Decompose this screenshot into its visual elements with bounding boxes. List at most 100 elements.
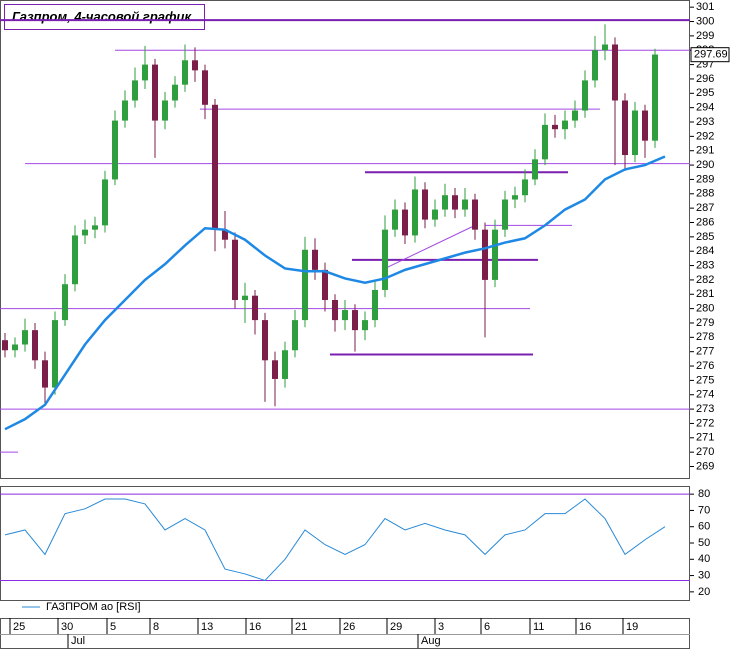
- candle-body: [612, 44, 618, 101]
- candle-body: [572, 110, 578, 121]
- candle-body: [382, 229, 388, 290]
- y-tick-label: 288: [696, 188, 714, 200]
- candle-body: [202, 70, 208, 105]
- y-tick-label: 296: [696, 73, 714, 85]
- candle-body: [622, 100, 628, 156]
- x-tick-label: 30: [61, 621, 73, 633]
- candle-body: [142, 64, 148, 81]
- y-tick-label: 50: [698, 537, 710, 549]
- rsi-panel: [0, 486, 690, 601]
- candle-body: [402, 209, 408, 236]
- x-tick-label: 6: [484, 621, 490, 633]
- candle-body: [412, 189, 418, 236]
- candle-body: [312, 249, 318, 270]
- y-tick-label: 274: [696, 389, 714, 401]
- x-tick-label: 26: [343, 621, 355, 633]
- candle-body: [272, 360, 278, 379]
- y-tick-label: 293: [696, 116, 714, 128]
- price-panel: [0, 0, 690, 479]
- candle-body: [592, 50, 598, 81]
- y-tick-label: 271: [696, 432, 714, 444]
- x-tick-label: 21: [295, 621, 307, 633]
- candle-body: [432, 209, 438, 220]
- y-tick-label: 277: [696, 346, 714, 358]
- candle-body: [42, 360, 48, 388]
- y-tick-label: 300: [696, 15, 714, 27]
- candle-body: [62, 284, 68, 321]
- x-tick-label: 16: [249, 621, 261, 633]
- candle-body: [602, 44, 608, 51]
- candle-body: [122, 100, 128, 121]
- last-price-label: 297.69: [694, 49, 728, 61]
- candle-body: [322, 269, 328, 301]
- candle-body: [422, 189, 428, 220]
- trend-line: [384, 224, 476, 269]
- candle-body: [342, 310, 348, 321]
- y-tick-label: 20: [698, 586, 710, 598]
- y-tick-label: 301: [696, 1, 714, 13]
- x-tick-label: 5: [110, 621, 116, 633]
- y-tick-label: 284: [696, 245, 714, 257]
- title-box: [4, 4, 205, 30]
- candle-body: [132, 80, 138, 101]
- y-tick-label: 285: [696, 231, 714, 243]
- y-tick-label: 273: [696, 403, 714, 415]
- candle-body: [242, 295, 248, 301]
- candle-body: [652, 54, 658, 141]
- x-tick-label: 16: [579, 621, 591, 633]
- y-tick-label: 269: [696, 460, 714, 472]
- candle-body: [482, 229, 488, 280]
- candle-body: [352, 310, 358, 331]
- candle-body: [582, 80, 588, 111]
- x-tick-label: 11: [533, 621, 544, 633]
- candle-body: [32, 330, 38, 361]
- y-tick-label: 287: [696, 202, 714, 214]
- candle-body: [522, 179, 528, 196]
- candle-body: [542, 124, 548, 160]
- candle-body: [472, 199, 478, 230]
- candle-body: [22, 330, 28, 345]
- candle-body: [232, 239, 238, 301]
- candle-body: [372, 289, 378, 321]
- candle-body: [102, 179, 108, 226]
- y-tick-label: 291: [696, 145, 714, 157]
- candle-body: [252, 295, 258, 321]
- legend-label: ГАЗПРОМ ао [RSI]: [46, 601, 141, 613]
- candle-body: [82, 229, 88, 236]
- y-tick-label: 272: [696, 417, 714, 429]
- candle-body: [642, 110, 648, 141]
- candle-body: [172, 84, 178, 101]
- y-tick-label: 70: [698, 504, 710, 516]
- y-tick-label: 280: [696, 303, 714, 315]
- candle-body: [392, 209, 398, 230]
- candle-body: [72, 235, 78, 285]
- x-tick-label: 8: [153, 621, 159, 633]
- y-tick-label: 292: [696, 130, 714, 142]
- y-tick-label: 60: [698, 521, 710, 533]
- last-price-box: [690, 47, 730, 63]
- x-tick-label: 13: [201, 621, 213, 633]
- candle-body: [362, 320, 368, 331]
- candle-body: [492, 229, 498, 280]
- candle-body: [152, 64, 158, 121]
- candle-body: [462, 199, 468, 210]
- candle-body: [192, 60, 198, 71]
- time-axis: [0, 618, 690, 649]
- month-label: Aug: [421, 635, 441, 647]
- y-tick-label: 286: [696, 216, 714, 228]
- rsi-line: [4, 498, 666, 582]
- candle-body: [302, 249, 308, 321]
- y-tick-label: 290: [696, 159, 714, 171]
- y-tick-label: 289: [696, 173, 714, 185]
- y-tick-label: 299: [696, 30, 714, 42]
- candle-body: [292, 320, 298, 351]
- candle-body: [502, 199, 508, 230]
- chart-title: Газпром, 4-часовой график: [12, 9, 192, 24]
- candle-body: [92, 225, 98, 230]
- candle-body: [332, 300, 338, 321]
- y-tick-label: 279: [696, 317, 714, 329]
- y-tick-label: 278: [696, 331, 714, 343]
- candle-body: [2, 340, 8, 351]
- y-tick-label: 276: [696, 360, 714, 372]
